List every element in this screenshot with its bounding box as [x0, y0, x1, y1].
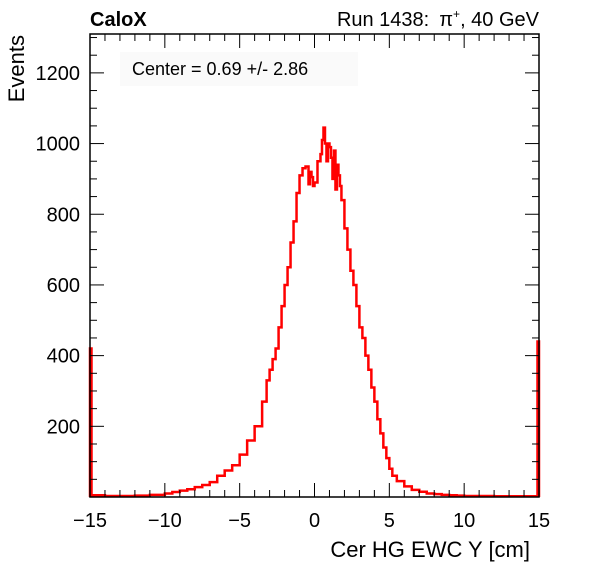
x-tick-label: 5: [384, 510, 395, 532]
y-tick-label: 1200: [36, 63, 81, 85]
run-info-particle: π: [439, 9, 453, 31]
x-tick-labels: −15 −10 −5 0 5 10 15: [73, 510, 550, 532]
run-info-charge: +: [453, 7, 460, 21]
x-tick-label: 10: [453, 510, 475, 532]
x-axis-title: Cer HG EWC Y [cm]: [330, 537, 530, 562]
y-axis-title: Events: [4, 35, 29, 102]
x-tick-label: −15: [73, 510, 107, 532]
x-tick-label: 0: [309, 510, 320, 532]
x-tick-label: −10: [148, 510, 182, 532]
plot-frame: [89, 33, 540, 498]
experiment-label: CaloX: [90, 9, 147, 31]
run-info-energy: , 40 GeV: [460, 9, 540, 31]
series-line-0: [88, 126, 541, 498]
y-tick-label: 1000: [36, 134, 81, 156]
series-group: [88, 126, 541, 498]
center-annotation: Center = 0.69 +/- 2.86: [132, 59, 308, 79]
y-tick-label: 200: [47, 416, 80, 438]
y-tick-label: 800: [47, 204, 80, 226]
y-tick-labels: 200 400 600 800 1000 1200: [36, 63, 81, 438]
x-tick-label: 15: [528, 510, 550, 532]
annotation-box: [120, 52, 358, 86]
y-tick-label: 600: [47, 275, 80, 297]
run-info: Run 1438: π+, 40 GeV: [337, 7, 540, 31]
x-tick-label: −5: [228, 510, 251, 532]
ticks-group: [89, 34, 540, 497]
run-info-prefix: Run 1438:: [337, 9, 429, 31]
y-tick-label: 400: [47, 346, 80, 368]
